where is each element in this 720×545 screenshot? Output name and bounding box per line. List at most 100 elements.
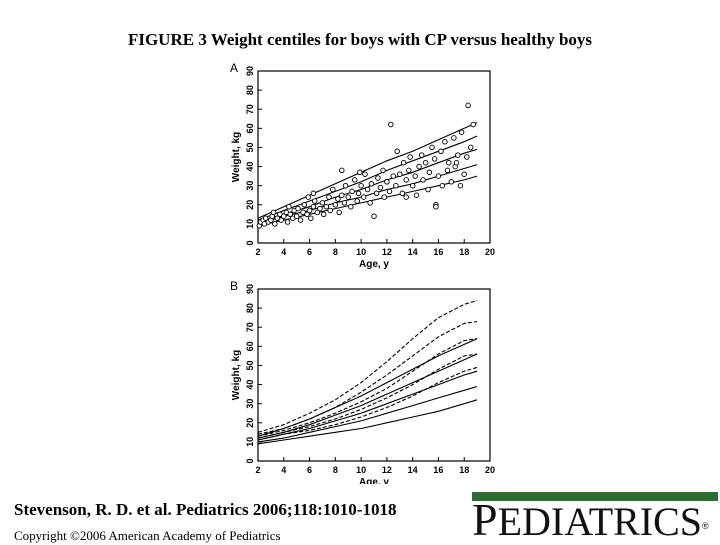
y-tick-label: 20 (245, 200, 255, 210)
chart-panel-a: A 0 10 20 30 40 50 60 70 80 90 2 4 6 8 10 12 14 16 18 20 Age,… (230, 61, 495, 270)
dashed-centile-curve (257, 320, 478, 435)
data-point (406, 167, 412, 174)
plot-frame (257, 70, 491, 244)
data-point (377, 184, 384, 191)
x-tick-label: 12 (382, 247, 392, 257)
data-point (435, 173, 442, 179)
y-tick-label: 90 (245, 66, 255, 76)
data-point (461, 171, 467, 177)
data-point (308, 215, 314, 221)
plot-frame (257, 288, 491, 462)
data-point (451, 135, 457, 141)
dashed-centile-curve (257, 338, 478, 437)
y-tick-label: 70 (245, 322, 255, 332)
y-tick-label: 0 (245, 240, 255, 245)
y-axis-label: Weight, kg (231, 350, 242, 400)
y-tick-label: 70 (245, 104, 255, 114)
y-tick-label: 80 (245, 303, 255, 313)
data-point (330, 186, 336, 193)
x-axis-label: Age, y (359, 259, 389, 270)
data-point (439, 182, 446, 189)
data-point (295, 205, 301, 212)
data-point (270, 209, 277, 216)
data-point (301, 202, 308, 208)
panel-letter: A (230, 61, 238, 75)
dashed-centile-curve (257, 299, 478, 433)
y-tick-label: 10 (245, 437, 255, 447)
data-point (380, 167, 386, 174)
solid-centile-curve (257, 399, 478, 445)
data-point (362, 171, 368, 177)
data-point (314, 209, 321, 216)
x-tick-label: 6 (307, 247, 312, 257)
data-point (438, 148, 444, 155)
data-point (403, 194, 409, 200)
dashed-centile-curve (257, 366, 478, 441)
data-point (465, 102, 471, 109)
data-point (413, 192, 420, 198)
data-point (373, 190, 380, 197)
data-point (336, 209, 342, 216)
x-tick-label: 16 (433, 465, 443, 475)
data-point (287, 211, 293, 218)
data-point (457, 182, 464, 189)
x-tick-label: 12 (382, 465, 392, 475)
data-point (345, 194, 351, 200)
data-point (464, 154, 470, 160)
data-point (467, 144, 474, 151)
data-point (446, 159, 452, 166)
data-point (418, 152, 425, 158)
x-tick-label: 18 (459, 247, 469, 257)
data-point (400, 159, 407, 166)
data-point (341, 200, 348, 206)
y-tick-label: 20 (245, 418, 255, 428)
data-point (455, 152, 461, 158)
journal-logo-rest: EDIATRICS (497, 499, 703, 544)
x-tick-label: 10 (356, 465, 366, 475)
solid-centile-curve (257, 353, 478, 439)
data-point (368, 181, 375, 187)
data-point (297, 217, 304, 223)
data-point (351, 177, 358, 183)
y-tick-label: 30 (245, 181, 255, 191)
data-point (394, 148, 400, 155)
y-tick-label: 10 (245, 219, 255, 229)
data-point (323, 203, 330, 210)
x-tick-label: 4 (281, 465, 286, 475)
data-point (407, 154, 413, 160)
data-point (306, 207, 313, 214)
data-point (375, 175, 381, 181)
data-point (320, 211, 327, 218)
data-point (272, 221, 278, 227)
data-point (339, 167, 345, 174)
y-tick-label: 40 (245, 162, 255, 172)
data-point (409, 182, 416, 189)
data-point (386, 188, 393, 195)
y-tick-label: 50 (245, 360, 255, 370)
x-tick-label: 4 (281, 247, 286, 257)
data-point (397, 171, 403, 177)
x-tick-label: 20 (485, 465, 495, 475)
journal-logo-reg: ® (702, 521, 709, 531)
data-point (355, 190, 362, 197)
data-point (412, 173, 418, 179)
y-tick-label: 60 (245, 341, 255, 351)
data-point (433, 203, 439, 210)
data-point (326, 194, 332, 200)
y-tick-label: 30 (245, 399, 255, 409)
data-point (342, 182, 349, 189)
journal-logo: PEDIATRICS® (472, 497, 709, 544)
data-point (360, 194, 367, 200)
data-point (403, 177, 409, 183)
chart-panel-b: B 0 10 20 30 40 50 60 70 80 90 2 4 6 8 10 12 14 16 18 20 Age,… (230, 279, 495, 484)
x-tick-label: 20 (485, 247, 495, 257)
data-point (367, 200, 373, 206)
data-point (390, 173, 397, 179)
x-tick-label: 10 (356, 247, 366, 257)
y-tick-label: 50 (245, 142, 255, 152)
data-point (393, 182, 399, 189)
figure-title: FIGURE 3 Weight centiles for boys with C… (127, 30, 593, 49)
x-tick-label: 18 (459, 465, 469, 475)
x-tick-label: 8 (333, 247, 338, 257)
data-point (422, 159, 429, 166)
